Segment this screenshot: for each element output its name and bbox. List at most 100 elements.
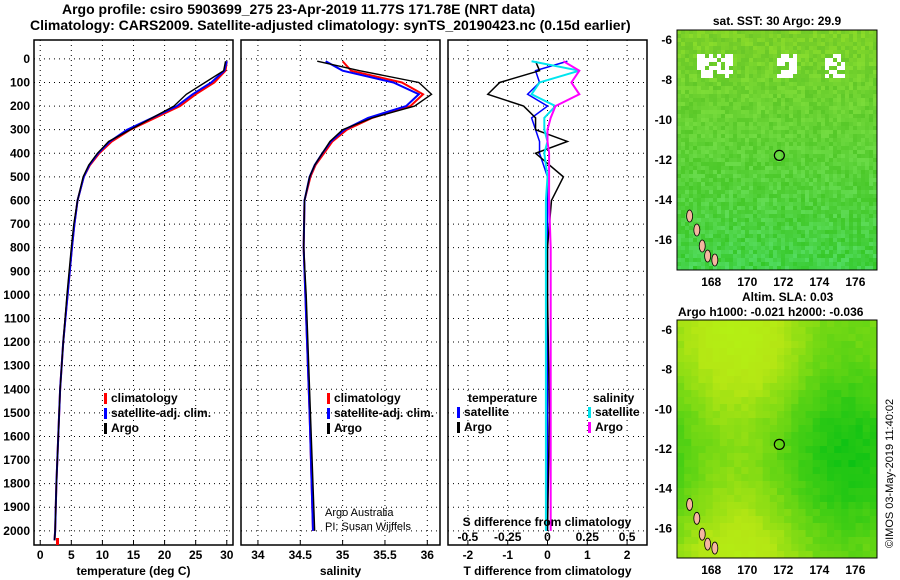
map-cell (853, 226, 858, 231)
map-cell (873, 194, 878, 199)
map-cell (697, 170, 702, 175)
map-cell (745, 126, 750, 131)
map-cell (681, 242, 686, 247)
map-cell (681, 114, 686, 119)
map-cell (853, 90, 858, 95)
map-cell (841, 74, 846, 79)
map-cell (777, 94, 782, 99)
map-cell (733, 90, 738, 95)
map-cell (685, 118, 690, 123)
map-cell (845, 54, 850, 59)
map-cell (809, 230, 814, 235)
map-cell (745, 122, 750, 127)
map-cell (717, 62, 722, 67)
map-cell (873, 238, 878, 243)
map-cell (691, 425, 699, 433)
map-cell (748, 404, 757, 412)
map-cell (717, 130, 722, 135)
map-cell (677, 411, 685, 419)
map-cell (833, 266, 838, 271)
map-cell (793, 134, 798, 139)
map-cell (727, 390, 735, 398)
map-cell (741, 214, 746, 219)
map-cell (689, 58, 694, 63)
map-cell (693, 222, 698, 227)
map-cell (749, 126, 754, 131)
map-cell (729, 42, 734, 47)
map-cell (762, 334, 771, 342)
map-cell (817, 246, 822, 251)
map-cell (862, 327, 871, 335)
map-cell (845, 266, 850, 271)
map-cell (693, 262, 698, 267)
map-cell (684, 432, 692, 440)
map-cell (734, 390, 742, 398)
map-cell (753, 46, 758, 51)
map-cell (749, 62, 754, 67)
map-cell (684, 334, 692, 342)
map-cell (762, 320, 771, 328)
map-cell (784, 376, 792, 384)
map-cell (817, 150, 822, 155)
map-cell (817, 70, 822, 75)
map-cell (845, 122, 850, 127)
map-cell (729, 226, 734, 231)
map-cell (709, 130, 714, 135)
map-cell (777, 439, 785, 447)
map-cell (684, 411, 692, 419)
map-cell (737, 250, 742, 255)
map-cell (777, 138, 782, 143)
map-cell (749, 74, 754, 79)
map-cell (853, 186, 858, 191)
map-cell (849, 114, 854, 119)
map-cell (827, 425, 835, 433)
map-cell (834, 530, 842, 538)
map-cell (719, 411, 728, 419)
map-cell (748, 418, 757, 426)
map-cell (761, 214, 766, 219)
map-cell (777, 34, 782, 39)
map-cell (833, 186, 838, 191)
map-cell (748, 327, 757, 335)
map-cell (798, 432, 807, 440)
map-cell (729, 54, 734, 59)
map-cell (784, 481, 792, 489)
map-cell (749, 214, 754, 219)
map-cell (845, 34, 850, 39)
map-cell (809, 86, 814, 91)
map-cell (765, 238, 770, 243)
map-cell (733, 94, 738, 99)
map-cell (857, 130, 862, 135)
map-cell (781, 34, 786, 39)
map-cell (713, 214, 718, 219)
map-cell (809, 262, 814, 267)
map-cell (677, 544, 685, 552)
map-cell (833, 230, 838, 235)
map-cell (734, 530, 742, 538)
series-line-satellite-adj-clim- (53, 60, 228, 541)
map-cell (837, 178, 842, 183)
map-cell (717, 86, 722, 91)
map-cell (797, 202, 802, 207)
map-cell (713, 98, 718, 103)
map-cell (749, 30, 754, 35)
map-cell (741, 158, 746, 163)
map-cell (705, 551, 714, 559)
map-cell (705, 150, 710, 155)
map-cell (685, 222, 690, 227)
map-cell (805, 320, 814, 328)
map-cell (709, 142, 714, 147)
map-cell (684, 390, 692, 398)
map-cell (721, 158, 726, 163)
map-cell (777, 523, 785, 531)
map-cell (733, 102, 738, 107)
map-cell (797, 174, 802, 179)
map-cell (677, 341, 685, 349)
map-cell (701, 114, 706, 119)
map-cell (781, 114, 786, 119)
map-cell (749, 170, 754, 175)
map-cell (717, 82, 722, 87)
map-cell (709, 234, 714, 239)
map-cell (677, 355, 685, 363)
map-cell (853, 266, 858, 271)
